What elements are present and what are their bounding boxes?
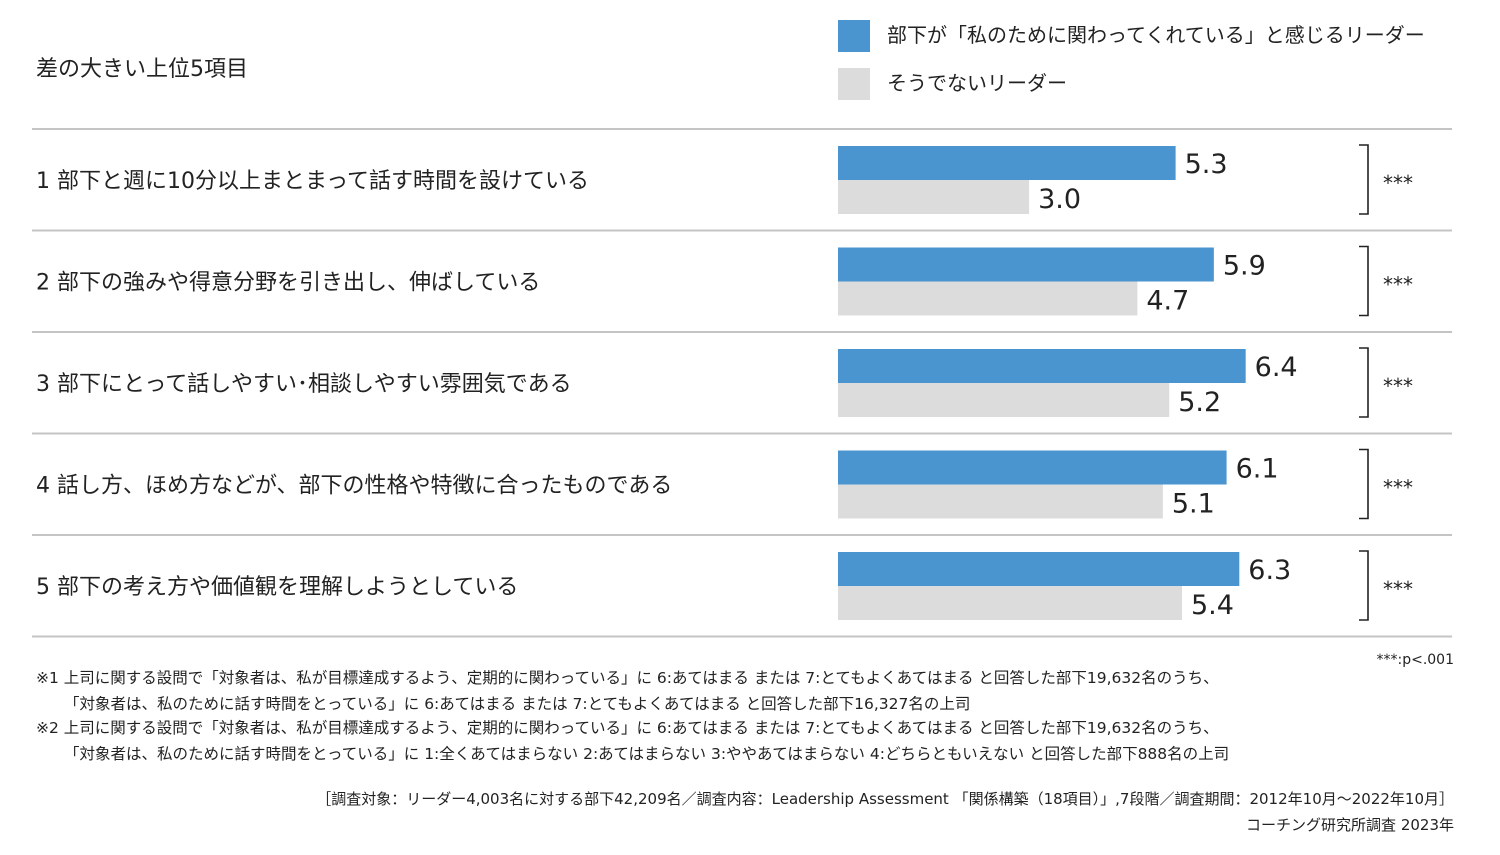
chart-title: 差の大きい上位5項目 xyxy=(36,57,248,82)
value-label-series-2: 3.0 xyxy=(1038,184,1081,215)
survey-note: ［調査対象：リーダー4,003名に対する部下42,209名／調査内容：Leade… xyxy=(316,790,1454,808)
significance-bracket xyxy=(1359,550,1369,621)
bar-series-1 xyxy=(838,349,1246,383)
significance-bracket xyxy=(1359,245,1369,317)
value-label-series-1: 6.1 xyxy=(1236,454,1279,485)
legend-label-series-1: 部下が「私のために関わってくれている」と感じるリーダー xyxy=(887,23,1425,47)
category-label: 1 部下と週に10分以上まとまって話す時間を設けている xyxy=(36,169,589,194)
value-label-series-2: 5.4 xyxy=(1191,590,1234,621)
category-label: 3 部下にとって話しやすい･相談しやすい雰囲気である xyxy=(36,372,572,397)
value-label-series-1: 5.3 xyxy=(1185,149,1228,180)
bar-series-1 xyxy=(838,247,1214,282)
value-label-series-1: 5.9 xyxy=(1223,251,1266,282)
source-note: コーチング研究所調査 2023年 xyxy=(1246,816,1454,834)
value-label-series-1: 6.3 xyxy=(1248,555,1291,586)
bar-series-2 xyxy=(838,586,1182,620)
significance-marker: *** xyxy=(1383,374,1413,398)
bar-series-2 xyxy=(838,180,1030,214)
bar-series-2 xyxy=(838,281,1138,316)
value-label-series-2: 5.1 xyxy=(1172,489,1215,520)
value-label-series-1: 6.4 xyxy=(1255,352,1298,383)
category-label: 5 部下の考え方や価値観を理解しようとしている xyxy=(36,575,518,600)
value-label-series-2: 5.2 xyxy=(1178,387,1221,418)
bar-series-1 xyxy=(838,146,1176,180)
legend-swatch-series-1 xyxy=(838,20,870,52)
bar-series-2 xyxy=(838,484,1163,519)
significance-marker: *** xyxy=(1383,272,1413,296)
significance-bracket xyxy=(1359,448,1369,520)
legend-label-series-2: そうでないリーダー xyxy=(887,71,1067,95)
bar-chart: 差の大きい上位5項目 部下が「私のために関わってくれている」と感じるリーダー そ… xyxy=(32,20,1452,638)
footnote-2-line-2: 「対象者は、私のために話す時間をとっている」に 1:全くあてはまらない 2:あて… xyxy=(64,745,1230,763)
legend-swatch-series-2 xyxy=(838,68,870,100)
significance-bracket xyxy=(1359,144,1369,215)
significance-bracket xyxy=(1359,347,1369,418)
significance-note: ***:p<.001 xyxy=(1376,652,1454,668)
value-label-series-2: 4.7 xyxy=(1146,286,1189,317)
footnote-2-line-1: ※2 上司に関する設問で「対象者は、私が目標達成するよう、定期的に関わっている」… xyxy=(36,719,1219,737)
bar-series-2 xyxy=(838,383,1170,417)
significance-marker: *** xyxy=(1383,171,1413,195)
significance-marker: *** xyxy=(1383,577,1413,601)
category-label: 4 話し方、ほめ方などが、部下の性格や特徴に合ったものである xyxy=(36,473,672,498)
footnote-1-line-1: ※1 上司に関する設問で「対象者は、私が目標達成するよう、定期的に関わっている」… xyxy=(36,669,1219,687)
bar-series-1 xyxy=(838,450,1227,485)
footnote-1-line-2: 「対象者は、私のために話す時間をとっている」に 6:あてはまる または 7:とて… xyxy=(64,695,971,713)
category-label: 2 部下の強みや得意分野を引き出し、伸ばしている xyxy=(36,270,540,295)
significance-marker: *** xyxy=(1383,475,1413,499)
bar-series-1 xyxy=(838,552,1240,586)
